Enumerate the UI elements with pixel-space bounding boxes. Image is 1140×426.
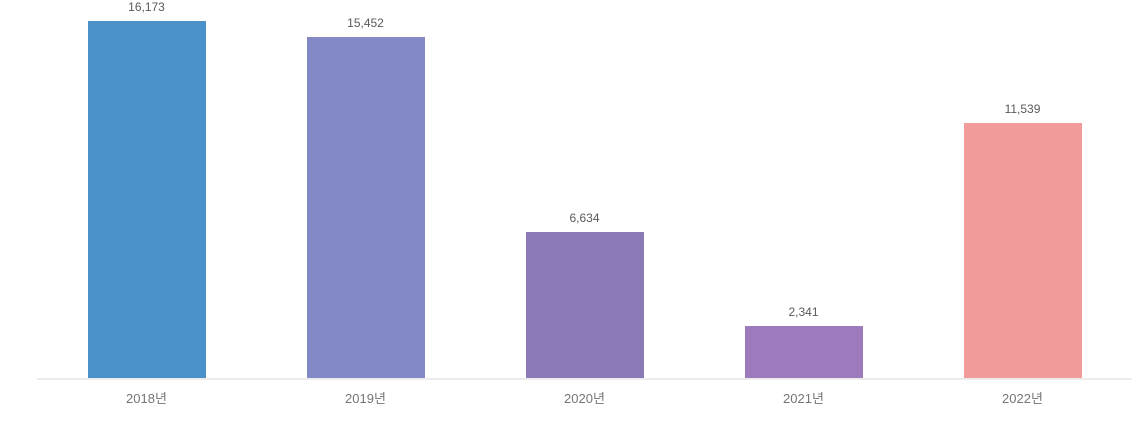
x-tick-label: 2020년 xyxy=(564,391,605,406)
value-label: 16,173 xyxy=(128,0,165,14)
bar-2020년[interactable] xyxy=(525,232,644,378)
x-tick-label: 2022년 xyxy=(1002,391,1043,406)
bar-slot-2018년: 16,173 xyxy=(37,0,256,378)
x-tick-label: 2019년 xyxy=(345,391,386,406)
value-label: 15,452 xyxy=(347,16,384,30)
value-label: 2,341 xyxy=(788,305,819,319)
bar-slot-2019년: 15,452 xyxy=(256,0,475,378)
x-tick-label: 2018년 xyxy=(126,391,167,406)
bar-2019년[interactable] xyxy=(306,37,425,378)
bar-slot-2021년: 2,341 xyxy=(694,0,913,378)
x-axis: 2018년 2019년 2020년 2021년 2022년 xyxy=(37,388,1132,407)
x-tick-label: 2021년 xyxy=(783,391,824,406)
value-label: 6,634 xyxy=(569,211,600,225)
value-label: 11,539 xyxy=(1004,102,1041,116)
bar-2022년[interactable] xyxy=(963,123,1082,378)
plot-area: 16,173 15,452 6,634 2,341 11,539 xyxy=(37,0,1132,380)
bar-2021년[interactable] xyxy=(744,326,863,378)
bar-slot-2020년: 6,634 xyxy=(475,0,694,378)
bar-2018년[interactable] xyxy=(87,21,206,378)
bar-slot-2022년: 11,539 xyxy=(913,0,1132,378)
